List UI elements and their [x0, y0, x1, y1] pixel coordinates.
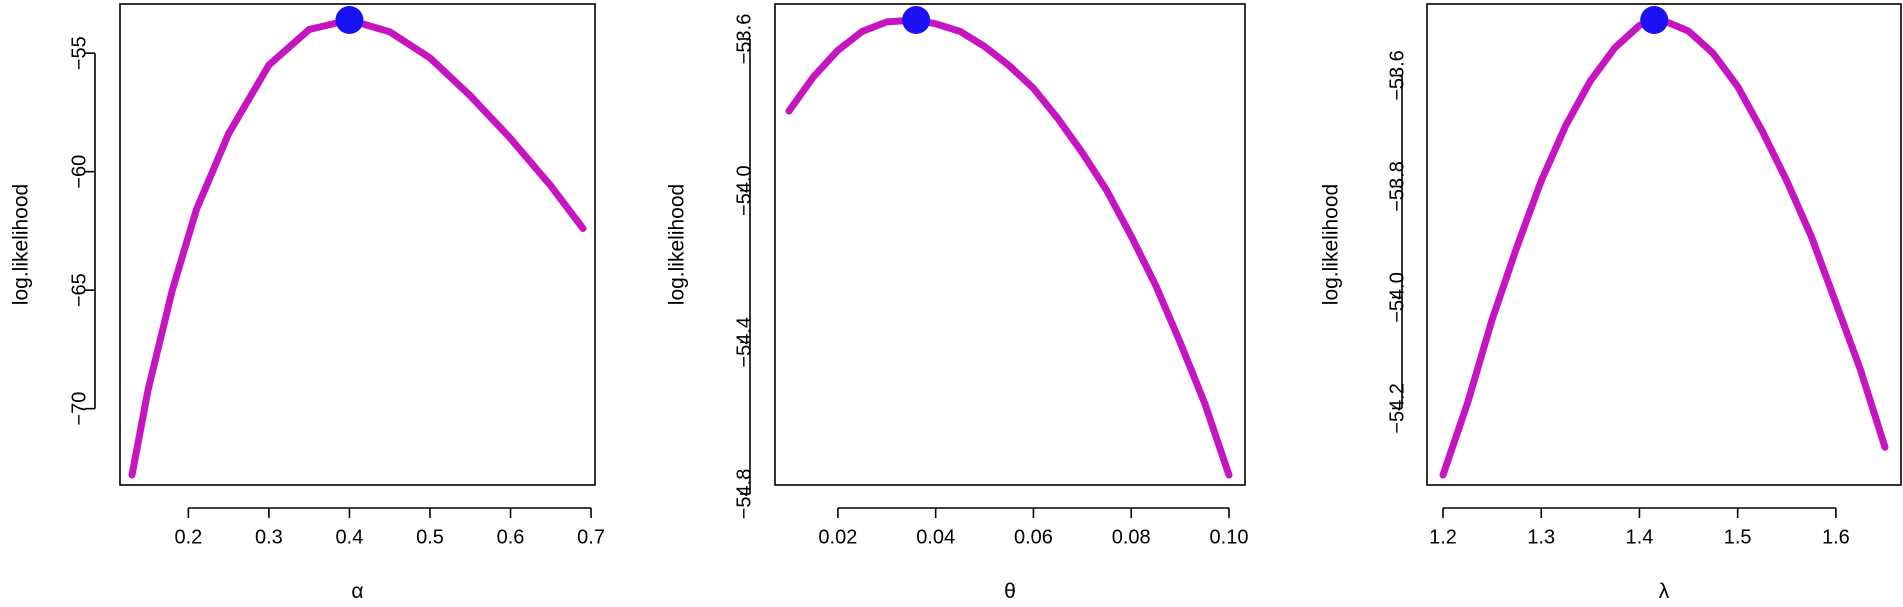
theta-x-tick-label: 0.08 — [1112, 526, 1151, 548]
alpha-x-tick-label: 0.2 — [174, 526, 202, 548]
lambda-y-tick-label: −54.2 — [1386, 383, 1408, 434]
theta-x-tick-label: 0.02 — [818, 526, 857, 548]
theta-plot-box — [774, 3, 1246, 486]
lambda-y-tick-label: −53.8 — [1386, 161, 1408, 212]
alpha-y-tick-label: −60 — [68, 155, 90, 189]
alpha-y-tick-label: −70 — [68, 392, 90, 426]
lambda-x-tick-label: 1.4 — [1626, 526, 1654, 548]
theta-y-tick-label: −54.0 — [733, 165, 755, 216]
alpha-x-tick-label: 0.3 — [255, 526, 283, 548]
lambda-max-point — [1640, 6, 1669, 34]
theta-x-axis-label: θ — [1004, 580, 1016, 603]
lambda-plot-box — [1426, 3, 1902, 486]
lambda-x-tick-label: 1.6 — [1822, 526, 1850, 548]
alpha-x-tick-label: 0.5 — [416, 526, 444, 548]
theta-y-tick-label: −54.4 — [733, 317, 755, 368]
alpha-likelihood-curve — [128, 16, 587, 479]
lambda-y-tick-label: −53.6 — [1386, 50, 1408, 101]
lambda-y-tick-label: −54.0 — [1386, 272, 1408, 323]
lambda-x-tick-label: 1.3 — [1527, 526, 1555, 548]
alpha-x-tick-label: 0.4 — [336, 526, 364, 548]
panel-lambda: 1.2 1.3 1.4 1.5 1.6 −53.6 −53.8 −54.0 −54.2 λ log.… — [1320, 3, 1902, 603]
theta-x-tick-label: 0.06 — [1014, 526, 1053, 548]
panel-theta: 0.02 0.04 0.06 0.08 0.10 −53.6 −54.0 −54.4 −54.8… — [666, 3, 1249, 603]
alpha-y-axis-label: log.likelihood — [10, 184, 33, 305]
lambda-likelihood-curve — [1439, 16, 1889, 479]
alpha-y-tick-label: −65 — [68, 273, 90, 307]
lambda-x-axis-label: λ — [1659, 580, 1670, 603]
alpha-x-tick-label: 0.6 — [497, 526, 525, 548]
lambda-x-tick-label: 1.5 — [1724, 526, 1752, 548]
theta-y-axis-label: log.likelihood — [666, 184, 689, 305]
alpha-x-tick-label: 0.7 — [577, 526, 605, 548]
theta-likelihood-curve — [785, 16, 1233, 479]
alpha-plot-box — [119, 3, 596, 486]
panel-alpha: 0.2 0.3 0.4 0.5 0.6 0.7 −55 −60 −65 −70 α log.likel… — [10, 3, 605, 603]
lambda-x-tick-label: 1.2 — [1429, 526, 1457, 548]
lambda-y-axis-label: log.likelihood — [1320, 184, 1343, 305]
alpha-x-axis-label: α — [351, 580, 363, 603]
alpha-max-point — [335, 6, 364, 34]
theta-x-tick-label: 0.10 — [1210, 526, 1249, 548]
theta-x-tick-label: 0.04 — [916, 526, 955, 548]
theta-max-point — [902, 6, 931, 34]
theta-y-tick-label: −53.6 — [733, 14, 755, 65]
theta-y-tick-label: −54.8 — [733, 469, 755, 520]
alpha-y-tick-label: −55 — [68, 36, 90, 70]
